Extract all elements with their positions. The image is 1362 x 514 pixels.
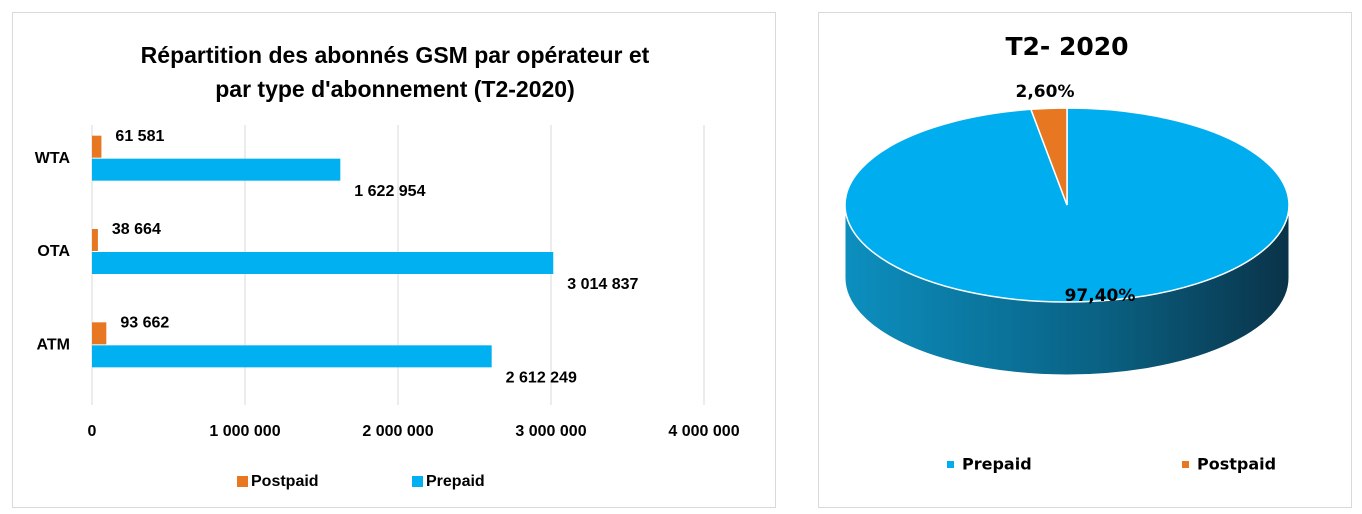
chart-title: Répartition des abonnés GSM par opérateu… xyxy=(141,42,650,68)
legend-swatch xyxy=(237,476,248,487)
legend-label: Postpaid xyxy=(251,473,319,490)
legend-label: Postpaid xyxy=(1197,455,1276,474)
bar xyxy=(92,345,492,368)
y-tick-label: OTA xyxy=(37,243,70,260)
bar xyxy=(92,135,102,158)
data-label: 1 622 954 xyxy=(354,183,425,200)
data-label: 38 664 xyxy=(112,221,161,238)
legend-label: Prepaid xyxy=(426,473,485,490)
y-tick-label: ATM xyxy=(37,337,70,354)
pie-slice xyxy=(1029,107,1068,206)
x-tick-label: 1 000 000 xyxy=(209,423,280,440)
legend-swatch xyxy=(412,476,423,487)
bar xyxy=(92,252,554,274)
x-tick-label: 2 000 000 xyxy=(362,423,433,440)
pie-slice xyxy=(844,107,1290,303)
data-label: 2 612 249 xyxy=(506,370,577,387)
data-label: 3 014 837 xyxy=(567,276,638,293)
bar xyxy=(92,322,107,345)
data-label: 61 581 xyxy=(115,128,164,145)
bar xyxy=(92,229,98,251)
data-label: 97,40% xyxy=(1065,286,1136,306)
chart-title: par type d'abonnement (T2-2020) xyxy=(215,76,575,102)
x-tick-label: 3 000 000 xyxy=(515,423,586,440)
legend-label: Prepaid xyxy=(962,455,1032,474)
chart-title: T2- 2020 xyxy=(1005,32,1128,61)
y-tick-label: WTA xyxy=(35,150,71,167)
legend-swatch xyxy=(1182,461,1189,468)
x-tick-label: 4 000 000 xyxy=(668,423,739,440)
x-tick-label: 0 xyxy=(88,423,97,440)
legend-swatch xyxy=(947,461,954,468)
data-label: 93 662 xyxy=(120,315,169,332)
data-label: 2,60% xyxy=(1016,82,1075,102)
bar xyxy=(92,158,341,181)
